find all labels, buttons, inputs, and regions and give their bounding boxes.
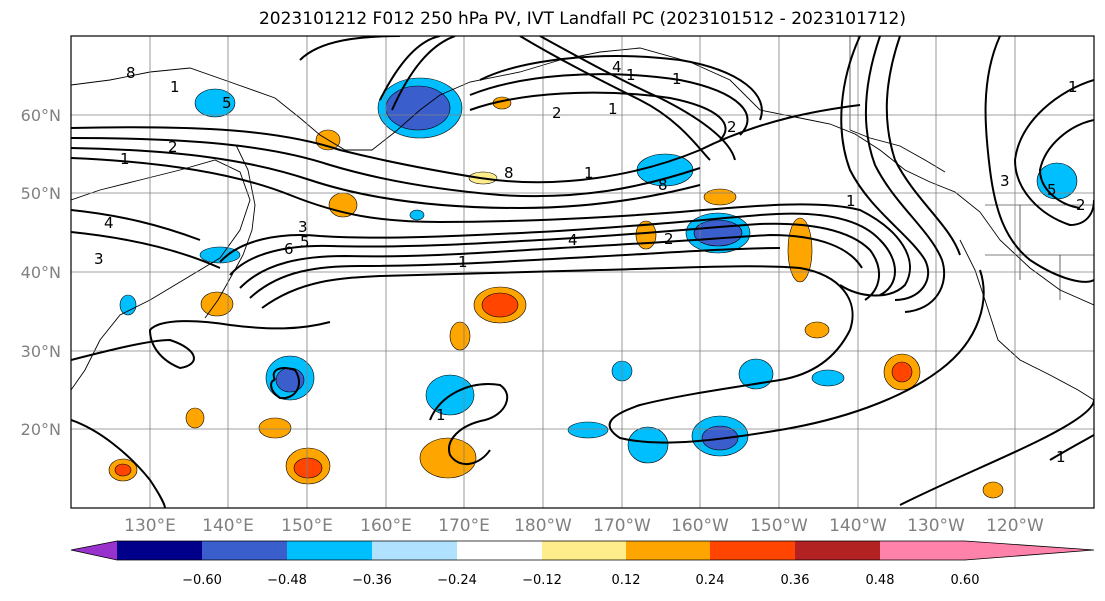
colorbar-bin [542,541,626,560]
contour-label: 1 [458,253,468,271]
colorbar-bin [202,541,287,560]
contour-label: 1 [170,78,180,96]
contour-label: 4 [104,214,114,232]
contour-label: 1 [626,66,636,84]
map-title: 2023101212 F012 250 hPa PV, IVT Landfall… [258,9,906,29]
colorbar-tick-label: −0.36 [352,573,392,588]
contour-label: 8 [126,64,136,82]
contour-label: 2 [727,118,737,136]
lon-label: 160°E [360,516,412,536]
colorbar-tick-label: 0.48 [866,573,895,588]
lon-label: 140°E [202,516,254,536]
contour-label: 8 [504,164,514,182]
contour-label: 3 [1000,172,1010,190]
lon-label: 130°W [907,516,965,536]
contour-label: 5 [222,94,232,112]
colorbar-tick-label: 0.36 [781,573,810,588]
colorbar-tick-label: 0.12 [612,573,641,588]
colorbar-bin [626,541,710,560]
contour-label: 4 [612,58,622,76]
contour-label: 1 [120,150,130,168]
lon-label: 180°W [514,516,572,536]
lat-label: 50°N [21,184,61,203]
lon-label: 170°W [593,516,651,536]
pv-shading [108,77,1078,499]
ivt-contours [71,36,1094,508]
colorbar-bin [117,541,202,560]
contour-label: 2 [664,230,674,248]
contour-label: 6 [284,240,294,258]
lat-label: 20°N [21,420,61,439]
contour-label: 1 [846,192,856,210]
colorbar-tick-label: −0.12 [522,573,562,588]
contour-label: 2 [168,138,178,156]
lon-label: 150°W [750,516,808,536]
colorbar-bin [457,541,542,560]
lon-label: 140°W [829,516,887,536]
colorbar: −0.60 −0.48 −0.36 −0.24 −0.12 0.12 0.24 … [70,540,1095,588]
colorbar-tick-label: 0.60 [951,573,980,588]
colorbar-tick-label: −0.48 [267,573,307,588]
colorbar-bin [287,541,372,560]
colorbar-bin [372,541,457,560]
lat-axis: 60°N 50°N 40°N 30°N 20°N [21,106,61,439]
contour-label: 2 [552,104,562,122]
contour-label: 5 [300,233,310,251]
lon-label: 150°E [281,516,333,536]
contour-label: 1 [584,164,594,182]
contour-label: 1 [672,70,682,88]
borders [849,36,1094,300]
colorbar-extend-low [71,541,117,560]
contour-label: 2 [1076,196,1086,214]
lon-label: 120°W [986,516,1044,536]
colorbar-bin [795,541,880,560]
lat-label: 60°N [21,106,61,125]
lon-label: 160°W [671,516,729,536]
contour-label: 1 [1068,78,1078,96]
contour-label: 1 [1056,448,1066,466]
contour-label: 1 [436,406,446,424]
lat-label: 30°N [21,342,61,361]
lon-label: 130°E [124,516,176,536]
colorbar-extend-high [965,541,1094,560]
plot-frame [70,35,1095,509]
lon-axis: 130°E 140°E 150°E 160°E 170°E 180°W 170°… [124,516,1044,536]
contour-label: 4 [568,231,578,249]
colorbar-bin [880,541,965,560]
lat-label: 40°N [21,263,61,282]
contour-label: 1 [608,100,618,118]
colorbar-bin [710,541,795,560]
contour-label: 5 [1047,181,1057,199]
contour-label: 8 [658,176,668,194]
lon-label: 170°E [438,516,490,536]
colorbar-tick-label: 0.24 [696,573,725,588]
colorbar-tick-label: −0.60 [182,573,222,588]
coastlines [71,47,1094,401]
contour-labels: 8 1 5 1 2 2 1 8 1 3 4 6 5 3 4 2 1 1 4 2 … [94,58,1086,466]
contour-label: 3 [298,218,308,236]
contour-label: 3 [94,250,104,268]
colorbar-tick-label: −0.24 [437,573,477,588]
